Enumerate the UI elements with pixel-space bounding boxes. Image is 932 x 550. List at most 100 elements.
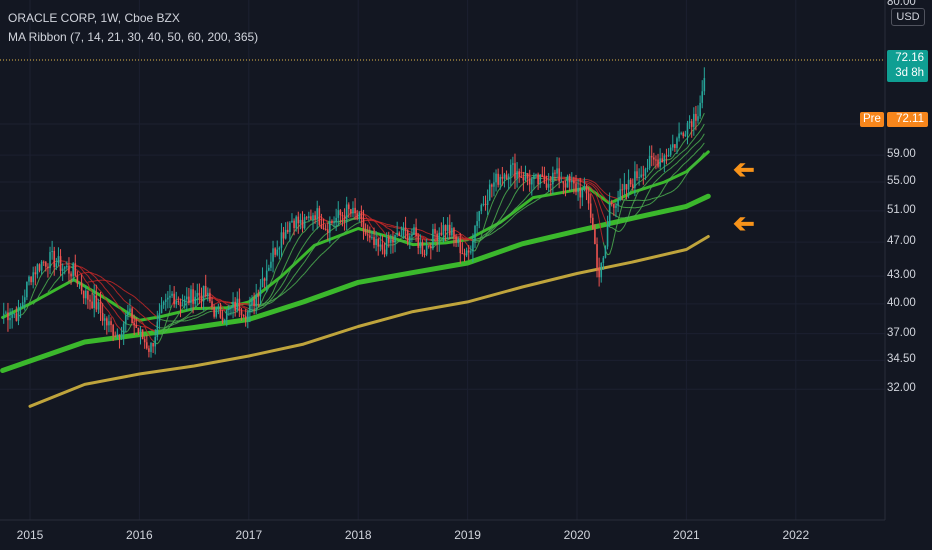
candle-body <box>636 171 638 178</box>
ma-ribbon-segment <box>243 305 246 308</box>
ma-ribbon-segment <box>87 275 91 280</box>
ma-ribbon-segment <box>699 155 703 159</box>
ma-ribbon-segment <box>630 203 634 210</box>
ma-ribbon-segment <box>689 141 693 145</box>
candle-body <box>482 203 485 206</box>
last-price-badge: 72.16 3d 8h <box>887 50 928 82</box>
ma-ribbon-segment <box>215 301 219 304</box>
candle-body <box>93 295 96 309</box>
ma-ribbon-segment <box>213 298 217 300</box>
candle-body <box>373 237 375 245</box>
ma-ribbon-segment <box>131 294 135 297</box>
candle-body <box>608 203 611 225</box>
ma-ribbon-segment <box>594 185 598 188</box>
ma-ribbon-segment <box>268 302 272 305</box>
ma-ribbon-segment <box>270 291 274 297</box>
ma-ribbon-segment <box>613 228 617 231</box>
ma-ribbon-segment <box>85 269 89 272</box>
candle-body <box>15 313 18 321</box>
candle-body <box>682 132 685 137</box>
ma-ribbon-segment <box>520 200 524 204</box>
annotation-arrow-left-icon: ➔ <box>733 154 755 184</box>
ma-ribbon-segment <box>602 203 606 208</box>
candle-body <box>457 238 459 244</box>
ma-ribbon-segment <box>499 215 503 220</box>
ma-ribbon-segment <box>77 265 80 268</box>
candle-body <box>526 173 529 179</box>
ma-ribbon-segment <box>34 283 38 289</box>
ma-ribbon-segment <box>150 322 154 325</box>
candle-body <box>648 155 651 168</box>
candle-body <box>592 217 594 229</box>
ma-ribbon-segment <box>207 311 211 313</box>
ma-ribbon-segment <box>649 186 653 191</box>
ma-ribbon-segment <box>308 265 312 269</box>
ma-ribbon-segment <box>668 177 672 182</box>
candle-body <box>301 219 304 229</box>
candle-body <box>594 228 596 245</box>
ma-ribbon-segment <box>127 292 131 295</box>
ma-ribbon-segment <box>672 173 676 176</box>
ma-ribbon-segment <box>323 234 326 237</box>
indicator-legend[interactable]: MA Ribbon (7, 14, 21, 30, 40, 50, 60, 20… <box>8 30 259 44</box>
ma-ribbon-segment <box>186 316 190 319</box>
ma-ribbon-segment <box>287 255 291 260</box>
ma-ribbon-segment <box>600 199 604 204</box>
ma-ribbon-segment <box>156 341 160 345</box>
ma-ribbon-segment <box>666 163 669 166</box>
premarket-price-badge: 72.11 <box>887 112 928 127</box>
ma-ribbon-segment <box>642 198 646 204</box>
ma-ribbon-segment <box>691 154 695 158</box>
candle-body <box>589 203 592 218</box>
candle-body <box>417 236 420 248</box>
candle-body <box>400 235 403 237</box>
candle-body <box>63 267 66 269</box>
candle-body <box>634 171 636 188</box>
candle-body <box>293 220 295 229</box>
time-scale-label: 2016 <box>126 528 153 542</box>
candle-body <box>453 228 455 237</box>
candle-body <box>228 308 230 310</box>
candle-body <box>493 182 495 187</box>
symbol-title[interactable]: ORACLE CORP, 1W, Cboe BZX <box>8 11 180 25</box>
candle-body <box>404 227 407 231</box>
ma-ribbon-segment <box>655 170 659 174</box>
ma-ribbon-segment <box>619 204 623 214</box>
ma-ribbon-segment <box>32 301 36 305</box>
ma-ribbon-segment <box>106 281 110 284</box>
currency-badge[interactable]: USD <box>891 8 925 26</box>
ma-ribbon-segment <box>295 254 299 259</box>
candle-body <box>103 318 106 321</box>
candle-body <box>573 180 575 184</box>
ma-ribbon-segment <box>666 180 669 185</box>
ma-ribbon-segment <box>603 191 606 194</box>
candle-body <box>646 167 649 170</box>
candle-body <box>40 261 43 271</box>
ma-ribbon-segment <box>523 206 526 209</box>
candle-body <box>661 158 664 163</box>
candle-body <box>621 189 624 191</box>
candle-body <box>379 244 382 247</box>
candle-body <box>78 282 81 284</box>
candle-body <box>680 132 682 134</box>
ma-ribbon-segment <box>93 275 97 279</box>
ma-ribbon-segment <box>146 307 150 310</box>
candle-body <box>305 217 308 219</box>
candle-body <box>446 224 449 231</box>
candle-body <box>9 317 11 321</box>
ma-ribbon-segment <box>152 324 156 327</box>
ma-ribbon-segment <box>678 145 682 150</box>
candle-body <box>655 159 657 161</box>
candle-body <box>406 230 409 242</box>
ma-ribbon-segment <box>140 301 143 305</box>
ma-ribbon-segment <box>680 179 684 184</box>
candle-body <box>223 319 226 322</box>
ma-ribbon-segment <box>697 130 701 135</box>
candle-body <box>308 216 310 218</box>
candle-body <box>415 227 417 237</box>
ma-ribbon-segment <box>287 288 291 291</box>
ma-ribbon-segment <box>476 238 480 240</box>
ma-ribbon-segment <box>544 192 547 196</box>
ma-ribbon-segment <box>272 293 276 298</box>
